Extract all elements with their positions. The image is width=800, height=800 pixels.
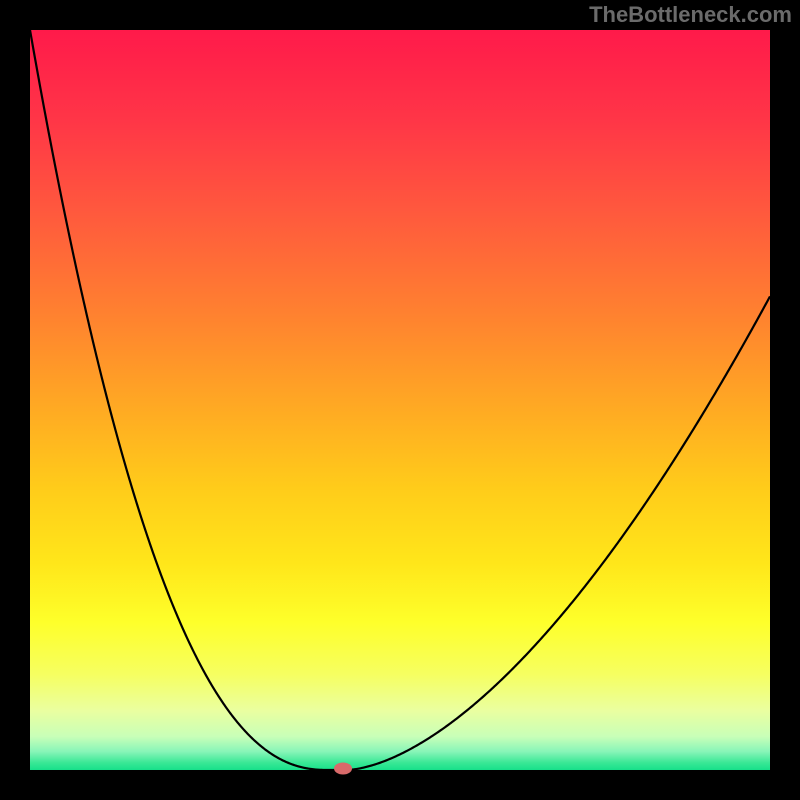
trough-marker	[334, 763, 352, 775]
bottleneck-chart	[0, 0, 800, 800]
plot-background	[30, 30, 770, 770]
chart-container: TheBottleneck.com	[0, 0, 800, 800]
